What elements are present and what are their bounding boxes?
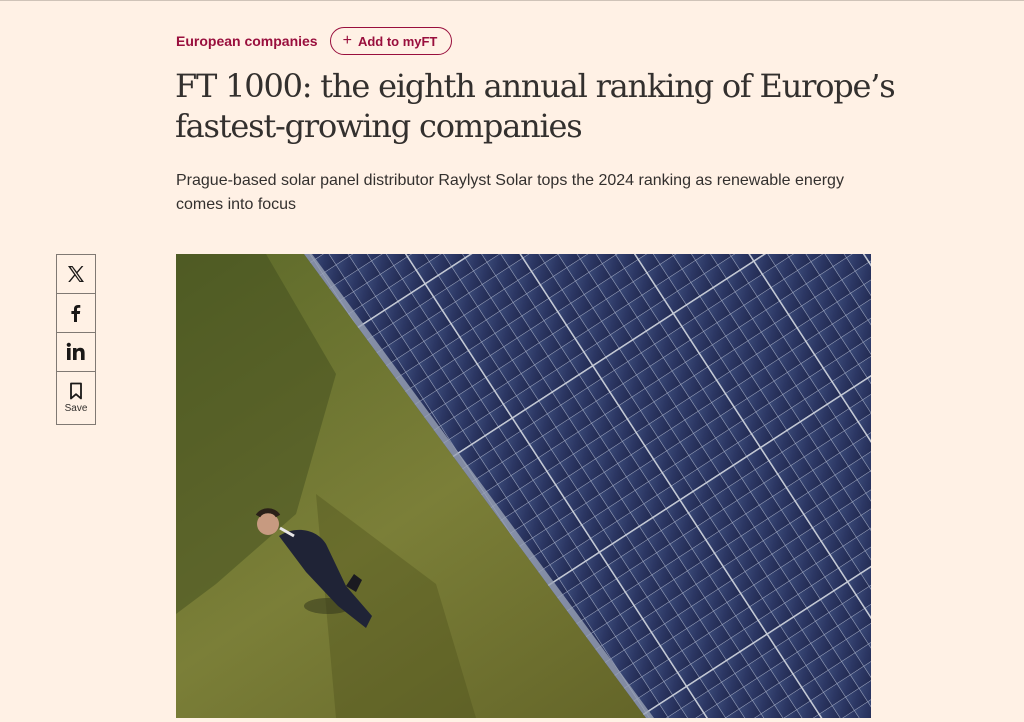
add-to-myft-label: Add to myFT: [357, 33, 438, 49]
bookmark-icon: [70, 382, 82, 400]
share-linkedin-button[interactable]: [57, 333, 95, 372]
article-standfirst: Prague-based solar panel distributor Ray…: [176, 172, 844, 213]
hero-image: [176, 254, 871, 718]
solar-farm-photo: [176, 254, 871, 718]
topic-link[interactable]: European companies: [176, 33, 318, 49]
facebook-icon: [71, 305, 81, 322]
plus-icon: +: [342, 32, 352, 49]
share-x-button[interactable]: [57, 255, 95, 294]
add-to-myft-button[interactable]: + Add to myFT: [329, 27, 453, 55]
person: [255, 508, 372, 628]
save-label: Save: [64, 403, 88, 414]
linkedin-icon: [66, 342, 85, 360]
x-icon: [68, 266, 84, 282]
top-divider: [0, 0, 1024, 1]
save-button[interactable]: Save: [57, 372, 95, 424]
article-header: European companies + Add to myFT: [176, 27, 453, 55]
article-headline: FT 1000: the eighth annual ranking of Eu…: [175, 67, 896, 145]
share-facebook-button[interactable]: [57, 294, 95, 333]
share-toolbar: Save: [56, 254, 96, 425]
